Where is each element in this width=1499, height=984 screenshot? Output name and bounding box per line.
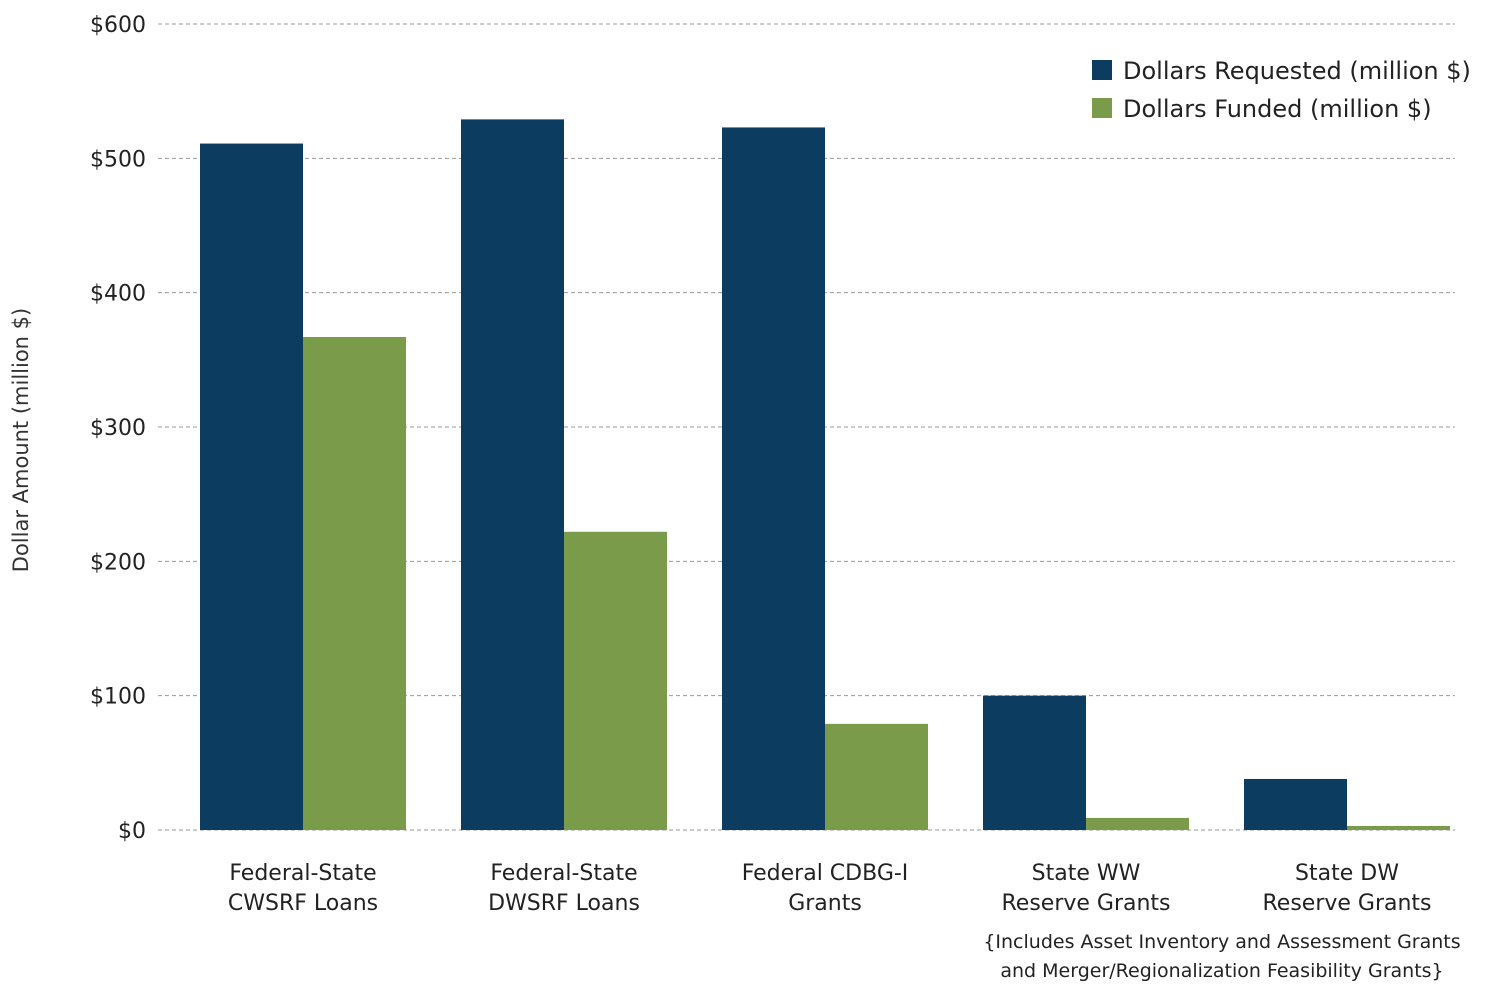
category-label: Reserve Grants xyxy=(1001,891,1170,916)
category-label: DWSRF Loans xyxy=(488,891,640,916)
bar-funded xyxy=(303,336,406,830)
category-label: CWSRF Loans xyxy=(228,891,378,916)
annotation-line: {Includes Asset Inventory and Assessment… xyxy=(983,931,1460,953)
bar-funded xyxy=(564,531,667,830)
legend-label: Dollars Funded (million $) xyxy=(1123,95,1432,123)
category-label: Federal-State xyxy=(229,861,376,886)
category-label: Federal-State xyxy=(490,861,637,886)
y-tick-label: $500 xyxy=(90,147,146,172)
y-tick-label: $100 xyxy=(90,685,146,710)
bar-requested xyxy=(200,143,303,831)
bar-requested xyxy=(983,695,1086,830)
bar-requested xyxy=(1244,778,1347,830)
category-label: Reserve Grants xyxy=(1262,891,1431,916)
category-label: Federal CDBG-I xyxy=(742,861,909,886)
category-label: State WW xyxy=(1032,861,1141,886)
y-tick-label: $600 xyxy=(90,13,146,38)
y-tick-label: $400 xyxy=(90,282,146,307)
legend: Dollars Requested (million $) Dollars Fun… xyxy=(1092,57,1471,123)
gridlines xyxy=(158,23,1455,831)
y-tick-label: $300 xyxy=(90,416,146,441)
bar-requested xyxy=(722,127,825,831)
bar-funded xyxy=(1086,817,1189,830)
y-tick-label: $0 xyxy=(118,819,146,844)
y-tick-label: $200 xyxy=(90,550,146,575)
legend-swatch xyxy=(1092,98,1112,118)
legend-label: Dollars Requested (million $) xyxy=(1123,57,1471,85)
bar-requested xyxy=(461,119,564,831)
bars xyxy=(200,119,1450,831)
category-label: Grants xyxy=(788,891,862,916)
category-labels: Federal-State CWSRF Loans Federal-State DWS… xyxy=(228,861,1432,916)
y-axis-ticks: $0 $100 $200 $300 $400 $500 $600 xyxy=(90,13,146,844)
annotation-line: and Merger/Regionalization Feasibility G… xyxy=(1000,960,1443,982)
category-label: State DW xyxy=(1295,861,1399,886)
annotation-note: {Includes Asset Inventory and Assessment… xyxy=(983,931,1460,982)
bar-funded xyxy=(825,723,928,830)
legend-swatch xyxy=(1092,60,1112,80)
y-axis-label: Dollar Amount (million $) xyxy=(9,308,33,572)
bar-funded xyxy=(1347,825,1450,830)
